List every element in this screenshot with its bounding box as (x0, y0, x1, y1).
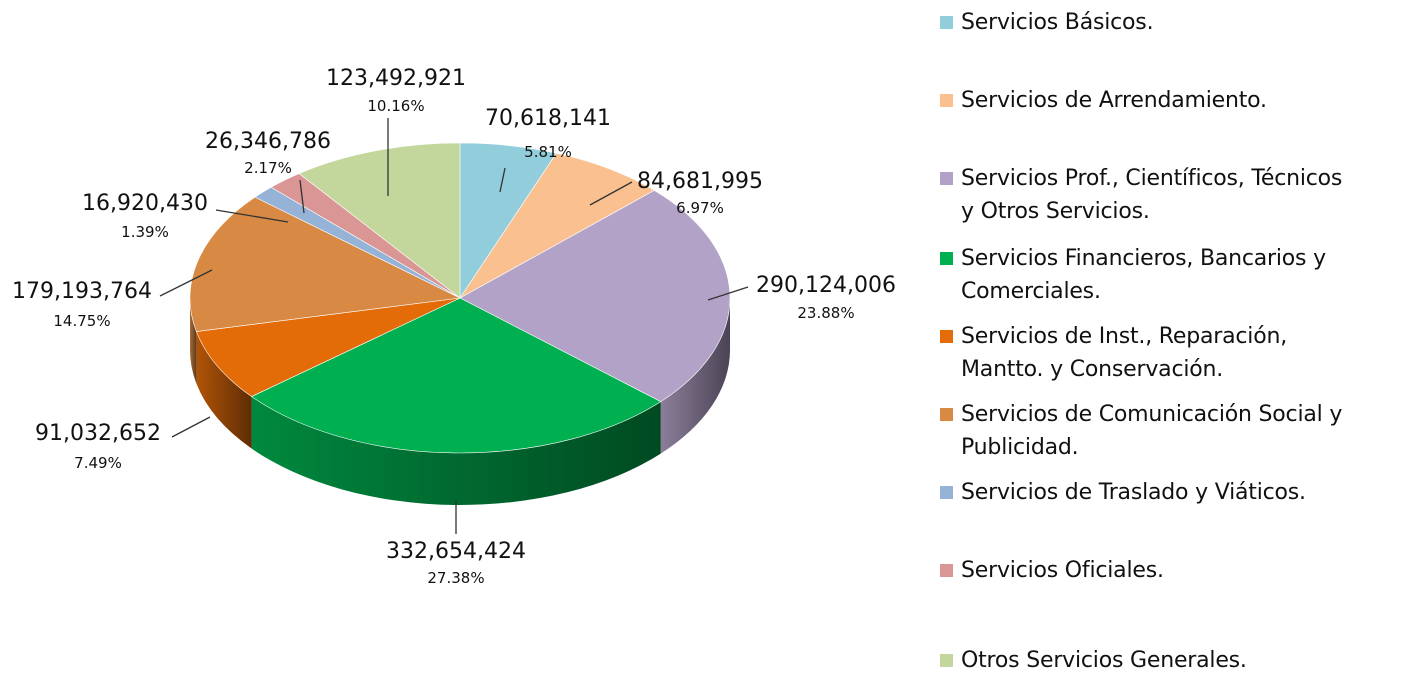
data-label-percent: 6.97% (676, 199, 724, 217)
legend-swatch (940, 16, 953, 29)
leader-line (159, 269, 213, 297)
legend-label: Servicios de Inst., Reparación, Mantto. … (961, 324, 1288, 382)
data-label-value: 70,618,141 (485, 106, 611, 131)
leader-line (171, 416, 211, 438)
legend-item-servicios-profesionales: Servicios Prof., Científicos, Técnicos y… (940, 162, 1342, 228)
legend-item-servicios-financieros: Servicios Financieros, Bancarios y Comer… (940, 242, 1326, 308)
legend-swatch (940, 94, 953, 107)
data-label-percent: 23.88% (797, 304, 854, 322)
pie-slice-9 (298, 142, 461, 299)
pie-side-3 (660, 298, 730, 454)
legend-item-servicios-oficiales: Servicios Oficiales. (940, 554, 1164, 587)
data-label-percent: 5.81% (524, 143, 572, 161)
data-label-percent: 27.38% (427, 569, 484, 587)
legend-swatch (940, 654, 953, 667)
legend: Servicios Básicos. Servicios de Arrendam… (940, 0, 1400, 674)
pie-slice-5 (195, 297, 461, 397)
data-label-value: 91,032,652 (35, 421, 161, 446)
leader-line (589, 181, 633, 206)
legend-item-servicios-comunicacion: Servicios de Comunicación Social y Publi… (940, 398, 1342, 464)
legend-swatch (940, 408, 953, 421)
pie-slice-6 (189, 196, 462, 332)
data-label-percent: 1.39% (121, 223, 169, 241)
pie-side-4 (251, 396, 661, 505)
pie-slice-2 (459, 152, 655, 299)
pie-slice-3 (459, 190, 731, 403)
legend-label: Servicios Oficiales. (961, 558, 1164, 583)
legend-swatch (940, 564, 953, 577)
pie-slice-4 (250, 297, 662, 454)
data-label-value: 179,193,764 (12, 279, 152, 304)
legend-item-servicios-instalacion: Servicios de Inst., Reparación, Mantto. … (940, 320, 1287, 386)
data-label-value: 123,492,921 (326, 66, 466, 91)
leader-line (707, 286, 749, 301)
data-label-value: 290,124,006 (756, 273, 896, 298)
legend-label: Servicios Financieros, Bancarios y Comer… (961, 246, 1326, 304)
pie-top (189, 142, 731, 454)
data-label-value: 332,654,424 (386, 539, 526, 564)
pie-sides (190, 298, 730, 505)
legend-item-servicios-basicos: Servicios Básicos. (940, 6, 1154, 39)
data-labels: 70,618,141 5.81% 84,681,995 6.97% 290,124,00… (12, 66, 896, 587)
pie-side-6 (190, 298, 197, 384)
legend-label: Servicios de Traslado y Viáticos. (961, 480, 1306, 505)
data-label-value: 84,681,995 (637, 169, 763, 194)
data-label-percent: 10.16% (367, 97, 424, 115)
data-label-value: 16,920,430 (82, 191, 208, 216)
data-label-percent: 2.17% (244, 159, 292, 177)
legend-item-servicios-arrendamiento: Servicios de Arrendamiento. (940, 84, 1267, 117)
data-label-percent: 7.49% (74, 454, 122, 472)
data-label-value: 26,346,786 (205, 129, 331, 154)
legend-item-servicios-traslado: Servicios de Traslado y Viáticos. (940, 476, 1306, 509)
leader-line (499, 167, 506, 193)
leader-line (299, 179, 305, 214)
data-label-percent: 14.75% (53, 312, 110, 330)
legend-swatch (940, 330, 953, 343)
legend-label: Servicios de Comunicación Social y Publi… (961, 402, 1343, 460)
legend-label: Otros Servicios Generales. (961, 648, 1247, 673)
pie-chart: 70,618,141 5.81% 84,681,995 6.97% 290,124,00… (12, 66, 896, 587)
legend-swatch (940, 252, 953, 265)
legend-item-otros-servicios: Otros Servicios Generales. (940, 644, 1247, 677)
leader-line (215, 209, 289, 223)
pie-side-5 (196, 331, 252, 449)
legend-label: Servicios Prof., Científicos, Técnicos y… (961, 166, 1343, 224)
legend-label: Servicios de Arrendamiento. (961, 88, 1267, 113)
legend-swatch (940, 486, 953, 499)
legend-label: Servicios Básicos. (961, 10, 1154, 35)
legend-swatch (940, 172, 953, 185)
